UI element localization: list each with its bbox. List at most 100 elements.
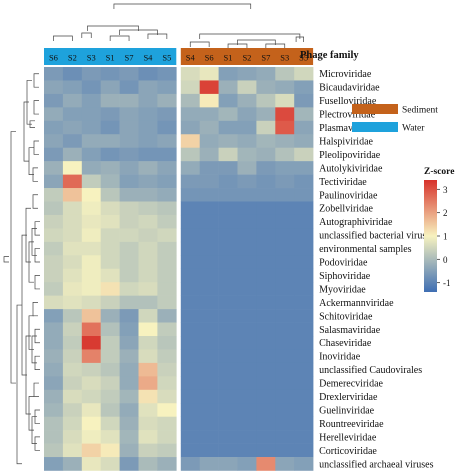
row-label: Drexlerviridae xyxy=(319,392,378,403)
heatmap-cell xyxy=(81,295,101,310)
heatmap-cell xyxy=(81,255,101,270)
heatmap-cell xyxy=(275,403,295,417)
heatmap-cell xyxy=(180,322,200,337)
heatmap-cell xyxy=(138,67,158,81)
heatmap-cell xyxy=(81,403,101,417)
heatmap-cell xyxy=(199,457,219,471)
heatmap-cell xyxy=(62,174,83,189)
row-dendrogram-branch xyxy=(32,194,38,209)
heatmap-cell xyxy=(62,416,83,431)
row-label: unclassified Caudovirales xyxy=(319,365,422,376)
group-legend: Sediment Water xyxy=(352,104,438,134)
heatmap-cell xyxy=(138,362,158,377)
heatmap-cell xyxy=(237,268,257,283)
heatmap-cell xyxy=(180,93,200,108)
heatmap-cell xyxy=(237,309,257,323)
heatmap-cell xyxy=(119,134,139,148)
heatmap-cell xyxy=(180,161,200,175)
heatmap-cell xyxy=(100,282,120,296)
row-label: Corticoviridae xyxy=(319,446,377,457)
heatmap-cell xyxy=(294,120,314,135)
heatmap-cell xyxy=(138,457,158,471)
heatmap-cell xyxy=(100,241,120,256)
heatmap-cell xyxy=(199,268,219,283)
heatmap-cell xyxy=(294,214,314,229)
row-label: Rountreeviridae xyxy=(319,419,384,430)
heatmap-cell xyxy=(199,255,219,270)
heatmap-cell xyxy=(275,336,295,350)
heatmap-cell xyxy=(237,322,257,337)
heatmap-cell xyxy=(256,416,276,431)
heatmap-cell xyxy=(237,255,257,270)
heatmap-cell xyxy=(138,174,158,189)
heatmap-cell xyxy=(218,362,238,377)
heatmap-cell xyxy=(256,362,276,377)
column-label: S2 xyxy=(242,53,251,63)
heatmap-cell xyxy=(199,134,219,148)
heatmap-cell xyxy=(256,322,276,337)
column-labels: S6 S2 S3 S1 S7 S4 S5 S4 S6 S1 S2 S7 S3 S5 xyxy=(49,53,308,63)
heatmap-cell xyxy=(157,336,177,350)
heatmap-cell xyxy=(237,134,257,148)
heatmap-cell xyxy=(218,309,238,323)
heatmap-cell xyxy=(119,376,139,391)
heatmap-cell xyxy=(44,403,64,417)
heatmap-cell xyxy=(199,362,219,377)
zscore-colorbar xyxy=(424,180,437,292)
row-label: Ackermannviridae xyxy=(319,298,394,309)
heatmap-cell xyxy=(199,309,219,323)
heatmap-cell xyxy=(294,457,314,471)
heatmap-cell xyxy=(62,282,83,296)
heatmap-cell xyxy=(180,268,200,283)
heatmap-cell xyxy=(62,255,83,270)
heatmap-cell xyxy=(81,282,101,296)
heatmap-cell xyxy=(218,255,238,270)
column-label: S5 xyxy=(162,53,171,63)
heatmap-cell xyxy=(218,268,238,283)
heatmap-cell xyxy=(62,268,83,283)
column-label: S3 xyxy=(87,53,96,63)
row-dendrogram-branch xyxy=(33,382,39,397)
heatmap-cell xyxy=(138,134,158,148)
heatmap-cell xyxy=(81,228,101,243)
heatmap-cell xyxy=(119,67,139,81)
heatmap-cell xyxy=(218,389,238,404)
column-header-label: Phage family xyxy=(300,50,359,61)
heatmap-cell xyxy=(218,134,238,148)
heatmap-cell xyxy=(44,268,64,283)
heatmap-cell xyxy=(62,134,83,148)
heatmap-cell xyxy=(218,282,238,296)
heatmap-cell xyxy=(199,416,219,431)
heatmap-cell xyxy=(294,174,314,189)
heatmap-cell xyxy=(44,376,64,391)
heatmap-cell xyxy=(218,336,238,350)
heatmap-cell xyxy=(275,309,295,323)
column-label: S6 xyxy=(205,53,214,63)
heatmap-cell xyxy=(275,430,295,444)
heatmap-cell xyxy=(138,349,158,364)
heatmap-cell xyxy=(138,80,158,95)
row-label: Microviridae xyxy=(319,69,372,80)
heatmap-cell xyxy=(275,362,295,377)
heatmap-cell xyxy=(294,93,314,108)
heatmap-cell xyxy=(180,120,200,135)
heatmap-cell xyxy=(44,362,64,377)
row-dendrogram-branch xyxy=(28,315,34,350)
column-dendrogram-branch xyxy=(237,39,276,45)
heatmap-cell xyxy=(199,80,219,95)
heatmap-cell xyxy=(119,188,139,202)
heatmap-cell xyxy=(62,214,83,229)
heatmap-cell xyxy=(218,67,238,81)
heatmap-cell xyxy=(256,282,276,296)
heatmap-cell xyxy=(275,147,295,162)
heatmap-cell xyxy=(81,147,101,162)
heatmap-cell xyxy=(256,214,276,229)
group-bar-1 xyxy=(180,48,314,65)
heatmap-cell xyxy=(62,295,83,310)
heatmap-cell xyxy=(81,93,101,108)
heatmap-cell xyxy=(275,389,295,404)
heatmap-cell xyxy=(62,309,83,323)
heatmap-cell xyxy=(119,214,139,229)
heatmap-cell xyxy=(237,67,257,81)
heatmap-cell xyxy=(138,268,158,283)
